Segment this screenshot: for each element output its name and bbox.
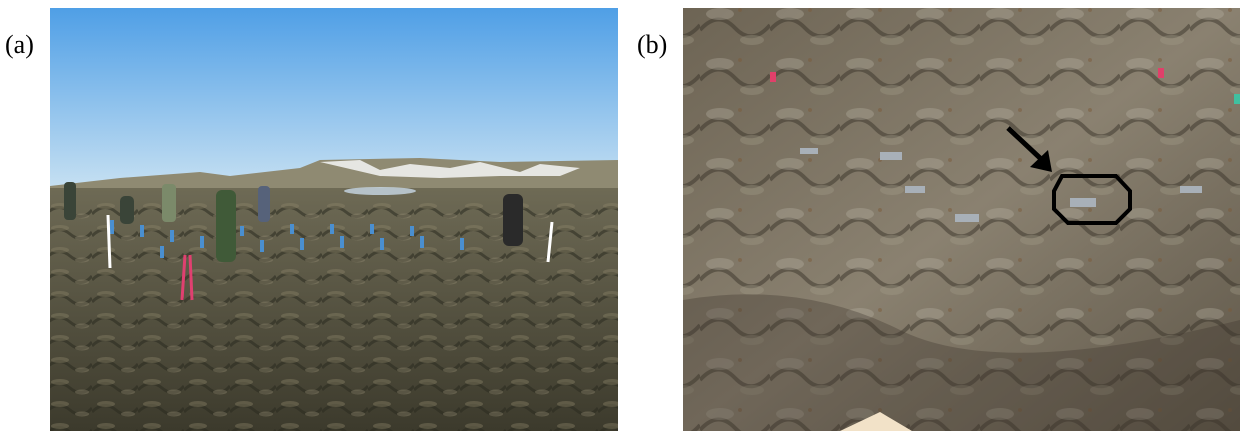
panel-label: (a) — [5, 30, 34, 59]
figure: (a) (b) — [0, 0, 1240, 431]
photo-b — [683, 8, 1240, 431]
photo-a — [50, 8, 618, 431]
panel-label: (b) — [637, 30, 667, 59]
